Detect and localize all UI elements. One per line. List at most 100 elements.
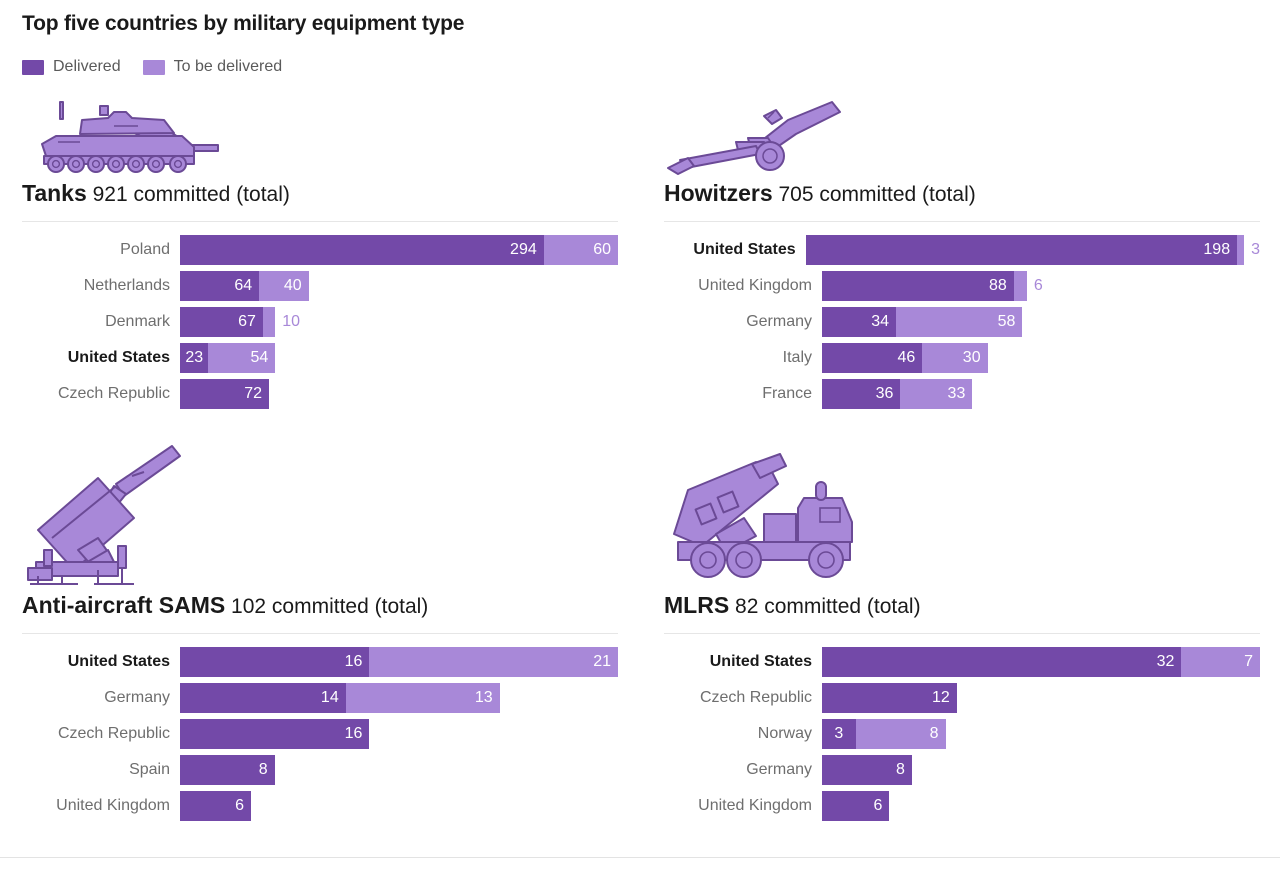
bar-segment-to-be-delivered: 30 — [922, 343, 988, 373]
chart-title: MLRS — [664, 592, 730, 618]
bar-group: 6 — [822, 791, 890, 821]
bar-segment-delivered: 88 — [822, 271, 1014, 301]
legend: Delivered To be delivered — [22, 58, 304, 76]
chart-divider — [22, 221, 618, 222]
chart-icon-wrap — [22, 88, 618, 176]
chart-row: Germany 14 13 — [22, 680, 618, 716]
bar-segment-delivered: 46 — [822, 343, 923, 373]
chart-divider — [664, 221, 1260, 222]
chart-row: United States 32 7 — [664, 644, 1260, 680]
chart-panel-anti-aircraft-sams: Anti-aircraft SAMS 102 committed (total)… — [22, 440, 618, 824]
bar-segment-delivered: 16 — [180, 647, 370, 677]
bar-value-delivered: 34 — [871, 313, 890, 330]
chart-row: Czech Republic 16 — [22, 716, 618, 752]
chart-row: Czech Republic 12 — [664, 680, 1260, 716]
bar-group: 8 — [180, 755, 275, 785]
bar-value-delivered: 32 — [1156, 653, 1175, 670]
chart-title: Anti-aircraft SAMS — [22, 592, 226, 618]
bar-segment-to-be-delivered: 40 — [259, 271, 309, 301]
chart-panel-tanks: Tanks 921 committed (total) Poland 294 60 Ne… — [22, 88, 618, 412]
country-label: Germany — [104, 689, 170, 706]
bar-segment-delivered: 67 — [180, 307, 263, 337]
bar-segment-delivered: 294 — [180, 235, 544, 265]
bar-value-delivered: 14 — [320, 689, 339, 706]
country-label: Czech Republic — [699, 689, 812, 706]
bar-group: 14 13 — [180, 683, 500, 713]
bar-value-to-be-delivered: 54 — [250, 349, 269, 366]
bar-group: 6 — [180, 791, 252, 821]
country-label: United Kingdom — [698, 277, 812, 294]
chart-icon-wrap — [664, 88, 1260, 176]
chart-title: Howitzers — [664, 180, 773, 206]
bar-value-to-be-delivered: 33 — [947, 385, 966, 402]
bar-group: 198 3 — [805, 235, 1260, 265]
chart-panel-mlrs: MLRS 82 committed (total) United States 32… — [664, 440, 1260, 824]
page-title: Top five countries by military equipment… — [22, 12, 465, 35]
bar-group: 34 58 — [822, 307, 1023, 337]
country-label: Denmark — [105, 313, 170, 330]
legend-item-delivered: Delivered — [22, 58, 121, 76]
bar-value-delivered: 16 — [344, 725, 363, 742]
bar-segment-to-be-delivered — [262, 307, 276, 337]
bar-group: 72 — [180, 379, 270, 409]
bar-value-delivered: 8 — [258, 761, 268, 778]
chart-row: United States 16 21 — [22, 644, 618, 680]
chart-row: United States 198 3 — [664, 232, 1260, 268]
bar-group: 88 6 — [822, 271, 1043, 301]
legend-label: Delivered — [53, 58, 121, 75]
bar-value-to-be-delivered: 3 — [1251, 241, 1260, 258]
chart-subtitle: 921 committed (total) — [92, 183, 290, 206]
country-label: Czech Republic — [57, 725, 170, 742]
bar-value-delivered: 67 — [238, 313, 256, 330]
bar-value-to-be-delivered: 6 — [1033, 277, 1043, 294]
tank-icon — [41, 101, 219, 173]
bar-value-to-be-delivered: 40 — [283, 277, 302, 294]
bar-value-delivered: 198 — [1203, 241, 1231, 258]
bar-segment-delivered: 16 — [180, 719, 370, 749]
bar-group: 23 54 — [180, 343, 276, 373]
chart-subtitle: 705 committed (total) — [778, 183, 976, 206]
chart-row: United Kingdom 6 — [22, 788, 618, 824]
bar-segment-delivered: 8 — [180, 755, 275, 785]
bar-group: 12 — [822, 683, 957, 713]
chart-icon-wrap — [22, 440, 618, 588]
bar-segment-to-be-delivered: 58 — [896, 307, 1023, 337]
bar-group: 16 21 — [180, 647, 618, 677]
chart-row: Czech Republic 72 — [22, 376, 618, 412]
bar-group: 36 33 — [822, 379, 973, 409]
bar-value-to-be-delivered: 13 — [474, 689, 493, 706]
chart-icon-wrap — [664, 440, 1260, 588]
chart-title: Tanks — [22, 180, 87, 206]
bar-value-delivered: 6 — [873, 797, 883, 814]
legend-swatch — [142, 59, 165, 75]
bar-segment-delivered: 3 — [822, 719, 856, 749]
howitzer-icon — [667, 101, 841, 175]
bar-value-to-be-delivered: 7 — [1244, 653, 1253, 670]
bar-segment-delivered: 6 — [180, 791, 252, 821]
chart-row: Norway 3 8 — [664, 716, 1260, 752]
bar-segment-to-be-delivered — [1237, 235, 1245, 265]
country-label: Czech Republic — [57, 385, 170, 402]
bar-group: 64 40 — [180, 271, 309, 301]
chart-row: Italy 46 30 — [664, 340, 1260, 376]
chart-heading: Tanks 921 committed (total) — [22, 180, 618, 207]
bar-value-to-be-delivered: 60 — [593, 241, 611, 258]
bar-value-to-be-delivered: 58 — [997, 313, 1016, 330]
chart-subtitle: 102 committed (total) — [231, 595, 429, 618]
country-label: Spain — [129, 761, 170, 778]
chart-heading: Howitzers 705 committed (total) — [664, 180, 1260, 207]
chart-row: Denmark 67 10 — [22, 304, 618, 340]
bar-value-to-be-delivered: 10 — [282, 313, 301, 330]
bar-group: 16 — [180, 719, 370, 749]
country-label: Norway — [757, 725, 812, 742]
legend-item-to-be-delivered: To be delivered — [142, 58, 282, 76]
chart-subtitle: 82 committed (total) — [735, 595, 921, 618]
bar-value-delivered: 12 — [931, 689, 950, 706]
chart-heading: Anti-aircraft SAMS 102 committed (total) — [22, 592, 618, 619]
bar-value-delivered: 46 — [897, 349, 916, 366]
bar-value-delivered: 72 — [244, 385, 263, 402]
bar-segment-delivered: 23 — [180, 343, 209, 373]
bar-segment-delivered: 8 — [822, 755, 912, 785]
